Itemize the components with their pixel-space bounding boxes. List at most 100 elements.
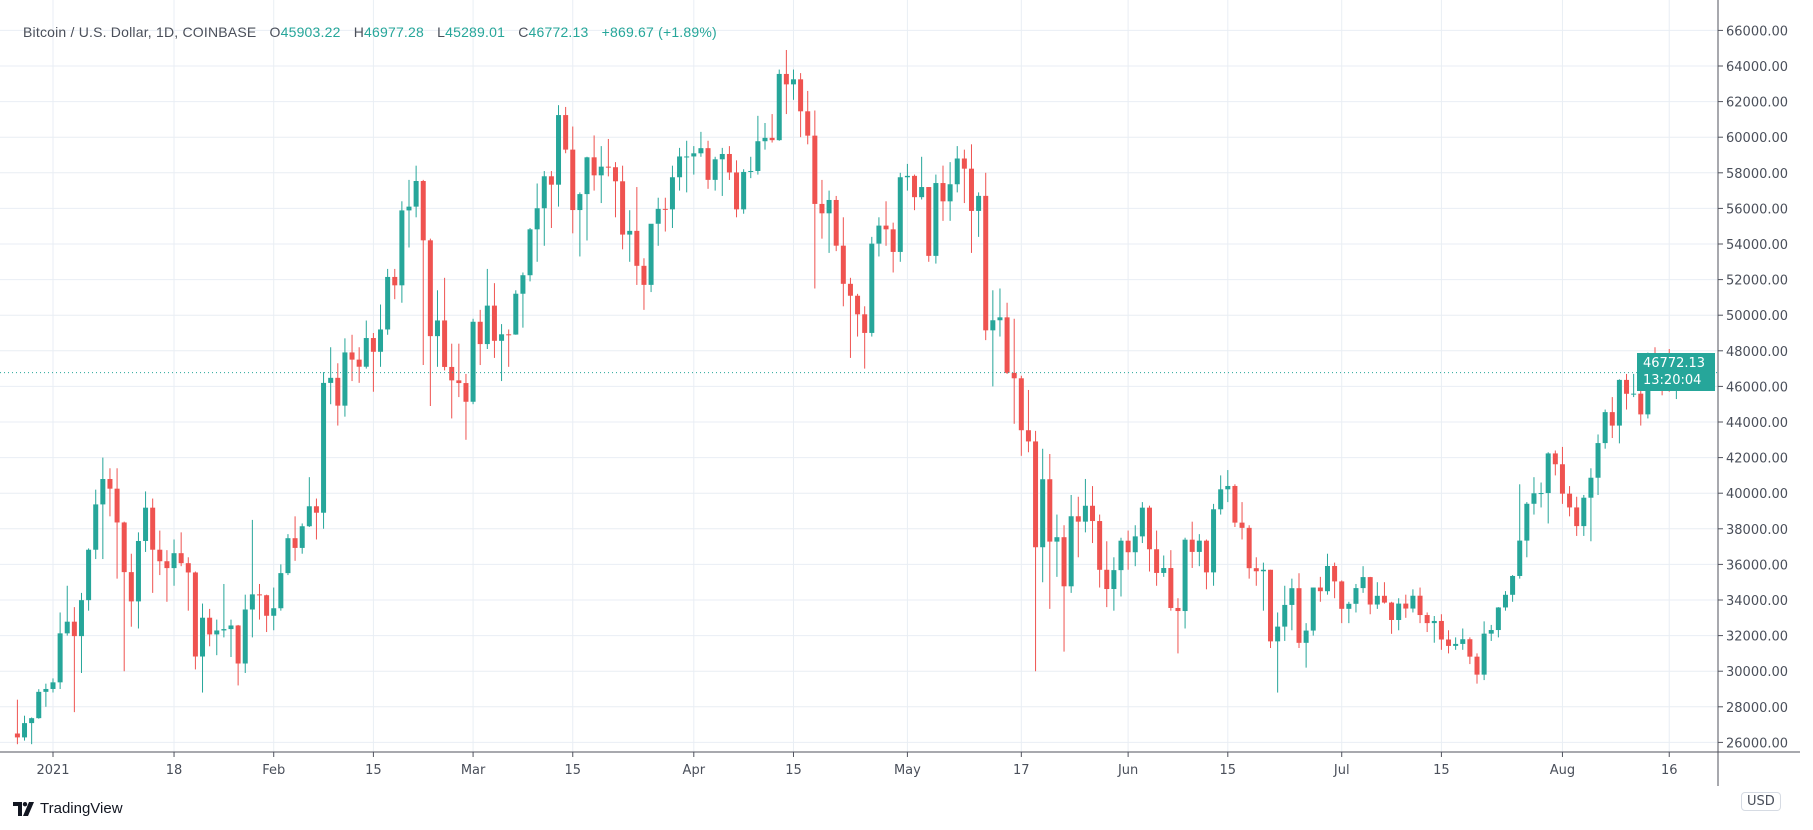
candle [1018, 375, 1024, 456]
candle [157, 530, 163, 576]
candle [1303, 623, 1309, 668]
candle-body [591, 157, 597, 176]
candle-body [64, 621, 70, 634]
candle-body [798, 79, 804, 112]
low-value: 45289.01 [445, 24, 506, 40]
candle [869, 236, 875, 337]
candle [1467, 637, 1473, 665]
candle [1289, 578, 1295, 631]
candle-body [897, 177, 903, 252]
candle [648, 223, 654, 293]
time-tick-label: 15 [564, 763, 581, 778]
candle-body [228, 625, 234, 630]
candle-body [527, 229, 533, 276]
candle-body [1545, 453, 1551, 494]
candle [1104, 541, 1110, 608]
candle [114, 468, 120, 579]
candle [976, 192, 982, 237]
candle-body [1040, 479, 1046, 548]
candle-body [29, 718, 35, 724]
candle [605, 138, 611, 177]
candle-body [890, 229, 896, 252]
candle-body [434, 320, 440, 337]
time-tick-label: Mar [461, 763, 486, 778]
candle-body [1317, 587, 1323, 592]
currency-button[interactable]: USD [1741, 792, 1781, 811]
candle-body [1303, 630, 1309, 643]
candle-body [847, 283, 853, 296]
candle [406, 179, 412, 248]
candle-body [741, 171, 747, 210]
candle [36, 689, 42, 719]
candle [912, 174, 918, 211]
candle-body [961, 158, 967, 169]
candle [1040, 448, 1046, 583]
time-tick-label: May [894, 763, 921, 778]
candle [790, 69, 796, 100]
candle [1075, 496, 1081, 558]
candle-body [1588, 477, 1594, 498]
candle-body [499, 334, 505, 341]
candle-body [491, 305, 497, 341]
candle-body [990, 320, 996, 331]
candle-body [57, 633, 63, 683]
candle-body [755, 141, 761, 171]
candle-body [1524, 503, 1530, 541]
candle-body [1417, 595, 1423, 616]
high-label: H [353, 24, 364, 40]
candle-body [1574, 507, 1580, 527]
candle [1211, 503, 1217, 586]
candle [805, 90, 811, 145]
candle [584, 156, 590, 241]
candle-body [1638, 393, 1644, 415]
candle-body [1090, 505, 1096, 522]
time-tick-label: Jul [1333, 763, 1350, 778]
candle [1025, 389, 1031, 453]
candle [321, 372, 327, 529]
candle [1438, 614, 1444, 650]
candle-body [1118, 540, 1124, 571]
candle-body [705, 148, 711, 180]
candle [420, 179, 426, 366]
last-price: 46772.13 [1643, 356, 1706, 371]
candle [107, 468, 113, 517]
candle [192, 571, 198, 670]
candle [221, 583, 227, 638]
candle [242, 594, 248, 673]
candle-body [1154, 549, 1160, 573]
high-value: 46977.28 [364, 24, 424, 40]
candle [1196, 534, 1202, 567]
candle [1246, 525, 1252, 579]
candle [506, 329, 512, 367]
candle [926, 187, 932, 262]
bar-countdown: 13:20:04 [1643, 373, 1702, 388]
candle-body [356, 359, 362, 367]
candle-body [192, 572, 198, 657]
candle-body [321, 382, 327, 513]
candle [71, 607, 77, 713]
candle-body [1631, 393, 1637, 395]
candle [171, 539, 177, 586]
candle-body [171, 553, 177, 569]
candle-body [748, 170, 754, 172]
candle [627, 210, 633, 262]
candle-body [256, 594, 262, 596]
candle [256, 583, 262, 620]
candle-body [413, 181, 419, 207]
price-tick-label: 34000.00 [1726, 594, 1788, 609]
candle [620, 165, 626, 250]
candle-body [698, 148, 704, 154]
candle-body [306, 506, 312, 527]
candle-body [1061, 537, 1067, 587]
candle-body [1467, 639, 1473, 657]
candle-body [1260, 569, 1266, 572]
candle-body [185, 563, 191, 573]
candle [812, 110, 818, 289]
candle [1339, 580, 1345, 624]
tradingview-logo[interactable]: TradingView [13, 800, 123, 817]
candle-body [833, 199, 839, 246]
time-tick-label: 15 [785, 763, 802, 778]
candle [1609, 397, 1615, 439]
candle [776, 69, 782, 141]
